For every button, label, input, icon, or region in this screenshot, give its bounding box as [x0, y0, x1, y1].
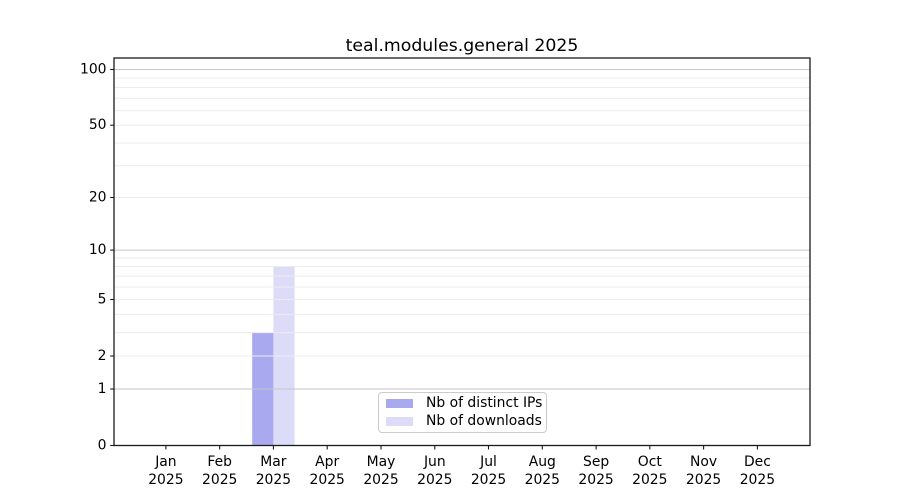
legend: Nb of distinct IPs Nb of downloads: [378, 392, 547, 433]
x-tick-label-month: Jun: [423, 454, 446, 470]
legend-item-distinct-ips: Nb of distinct IPs: [386, 394, 543, 412]
x-tick-label-year: 2025: [578, 472, 613, 488]
x-tick-label-month: May: [367, 454, 396, 470]
axes-box: [113, 57, 811, 447]
y-axis: 0 1 2 5 10 20 50 100: [80, 62, 114, 454]
legend-swatch-downloads: [386, 417, 413, 426]
x-tick-label-year: 2025: [256, 472, 291, 488]
y-tick-label: 100: [80, 62, 107, 78]
y-tick-label: 0: [98, 438, 107, 454]
x-axis: Jan 2025 Feb 2025 Mar 2025 Apr 2025 May 2025 Jun 20…: [148, 445, 775, 488]
x-tick-label-year: 2025: [632, 472, 667, 488]
x-tick-label-month: Oct: [638, 454, 663, 470]
x-tick-label-month: Aug: [529, 454, 556, 470]
x-tick-label-month: Nov: [690, 454, 717, 470]
legend-swatch-distinct-ips: [386, 399, 413, 408]
x-tick-label-year: 2025: [310, 472, 345, 488]
x-tick-label-month: Jul: [479, 454, 497, 470]
legend-label-downloads: Nb of downloads: [426, 412, 542, 429]
y-tick-label: 2: [98, 348, 107, 364]
x-tick-label-month: Apr: [315, 454, 339, 470]
legend-item-downloads: Nb of downloads: [386, 412, 542, 430]
y-tick-label: 20: [89, 190, 107, 206]
y-tick-label: 50: [89, 117, 107, 133]
x-tick-label-year: 2025: [686, 472, 721, 488]
x-tick-label-year: 2025: [525, 472, 560, 488]
x-tick-label-month: Jan: [154, 454, 176, 470]
x-tick-label-year: 2025: [148, 472, 183, 488]
gridlines-group: [114, 69, 810, 390]
x-tick-label-month: Feb: [207, 454, 232, 470]
x-tick-label-year: 2025: [417, 472, 452, 488]
y-tick-label: 1: [98, 381, 107, 397]
x-tick-label-month: Mar: [260, 454, 286, 470]
x-tick-label-year: 2025: [202, 472, 237, 488]
y-tick-label: 5: [98, 292, 107, 308]
x-tick-label-year: 2025: [740, 472, 775, 488]
legend-label-distinct-ips: Nb of distinct IPs: [426, 394, 543, 411]
x-tick-label-month: Dec: [744, 454, 771, 470]
x-tick-label-month: Sep: [583, 454, 609, 470]
y-tick-label: 10: [89, 242, 107, 258]
x-tick-label-year: 2025: [471, 472, 506, 488]
chart-title: teal.modules.general 2025: [345, 36, 579, 56]
x-tick-label-year: 2025: [363, 472, 398, 488]
